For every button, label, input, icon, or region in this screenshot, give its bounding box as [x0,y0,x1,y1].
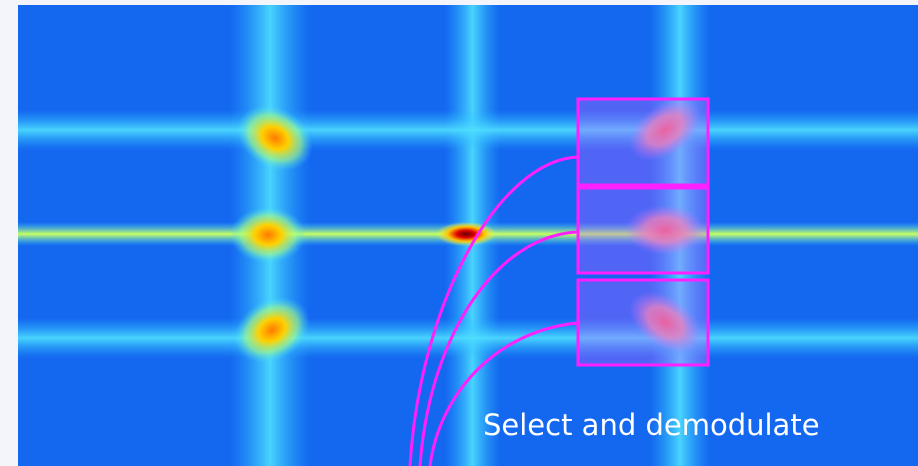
annotation: Select and demodulate [483,408,820,442]
page: Select and demodulate (() => { const dat… [0,0,918,466]
spectrum-figure: Select and demodulate [0,0,918,466]
selection-boxes [578,99,708,365]
